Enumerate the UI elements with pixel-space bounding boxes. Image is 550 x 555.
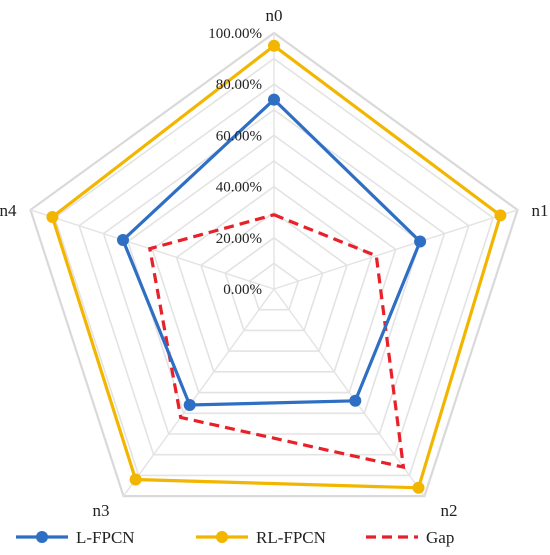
series-l-fpcn — [117, 93, 427, 411]
grid-ring — [175, 185, 373, 373]
tick-label: 60.00% — [216, 128, 262, 144]
radar-series — [46, 39, 507, 494]
data-point — [129, 473, 142, 486]
series-line — [50, 43, 503, 490]
radial-spoke — [273, 209, 518, 290]
category-labels: n0 n1 n2 n3 n4 — [0, 6, 549, 520]
legend: L-FPCN RL-FPCN Gap — [16, 528, 454, 547]
legend-label: RL-FPCN — [256, 528, 326, 547]
tick-label: 40.00% — [216, 180, 262, 196]
grid-ring — [29, 31, 519, 498]
radar-grid — [29, 31, 519, 498]
category-label: n3 — [93, 501, 110, 520]
legend-item-l-fpcn: L-FPCN — [16, 528, 135, 547]
series-rl-fpcn — [46, 39, 507, 494]
legend-marker — [216, 531, 228, 543]
grid-ring — [78, 83, 470, 456]
grid-ring — [126, 134, 422, 415]
data-point — [268, 93, 280, 106]
data-point — [117, 234, 129, 246]
data-point — [414, 235, 427, 248]
category-label: n2 — [441, 501, 458, 520]
tick-label: 20.00% — [216, 231, 262, 247]
legend-label: L-FPCN — [76, 528, 135, 547]
data-point — [494, 209, 507, 222]
legend-marker — [36, 531, 48, 543]
grid-ring — [224, 236, 324, 332]
series-gap — [147, 213, 406, 470]
radial-spoke — [122, 288, 275, 497]
grid-ring — [151, 160, 397, 394]
series-line — [147, 213, 406, 470]
tick-label: 80.00% — [216, 77, 262, 93]
category-label: n1 — [532, 201, 549, 220]
data-point — [349, 394, 362, 407]
legend-item-rl-fpcn: RL-FPCN — [196, 528, 326, 547]
grid-ring — [248, 262, 300, 311]
grid-ring — [53, 57, 495, 477]
legend-item-gap: Gap — [366, 528, 454, 547]
grid-ring — [102, 108, 446, 435]
series-line — [121, 97, 422, 407]
data-point — [46, 211, 59, 223]
radial-tick-labels: 0.00% 20.00% 40.00% 60.00% 80.00% 100.00% — [208, 26, 262, 298]
data-point — [412, 481, 425, 494]
grid-ring — [200, 211, 348, 352]
data-point — [268, 39, 280, 52]
radial-spoke — [273, 288, 426, 497]
tick-label: 0.00% — [223, 282, 262, 298]
category-label: n0 — [266, 6, 283, 25]
data-point — [183, 399, 196, 411]
category-label: n4 — [0, 201, 17, 220]
tick-label: 100.00% — [208, 26, 262, 42]
legend-label: Gap — [426, 528, 454, 547]
